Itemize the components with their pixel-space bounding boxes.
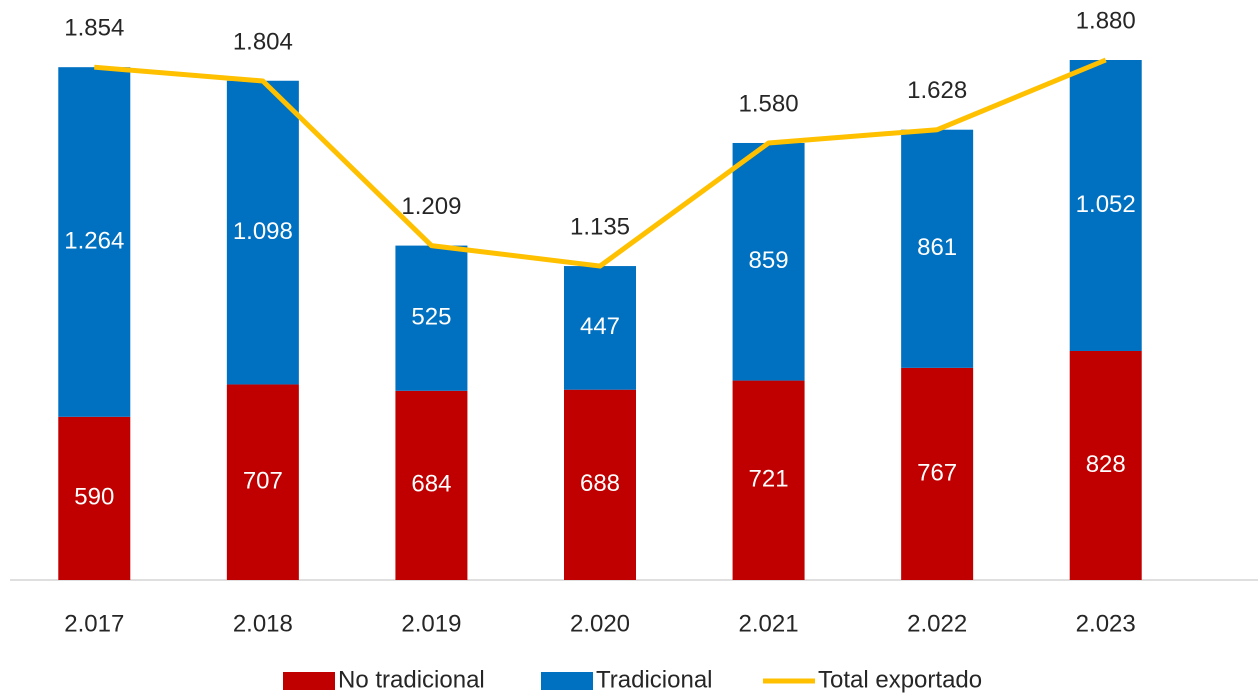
line-value-label: 1.854 — [64, 15, 124, 42]
bar-value-label: 767 — [917, 459, 957, 486]
bar-value-label: 828 — [1086, 451, 1126, 478]
bar-segment — [732, 380, 805, 580]
bar-value-label: 447 — [580, 313, 620, 340]
bar-value-label: 684 — [411, 471, 451, 498]
bar-segment — [58, 416, 131, 580]
x-tick-label: 2.023 — [1076, 610, 1136, 637]
line-value-label: 1.628 — [907, 77, 967, 104]
bar-segment — [564, 266, 636, 390]
legend-label: No tradicional — [338, 666, 485, 693]
x-tick-label: 2.022 — [907, 610, 967, 637]
bar-value-label: 688 — [580, 470, 620, 497]
bar-value-label: 590 — [74, 484, 114, 511]
x-tick-label: 2.017 — [64, 610, 124, 637]
line-value-label: 1.880 — [1076, 7, 1136, 34]
bar-segment — [564, 389, 636, 580]
bar-value-label: 859 — [749, 247, 789, 274]
line-value-label: 1.804 — [233, 28, 293, 55]
bar-value-label: 721 — [749, 466, 789, 493]
bar-value-label: 1.098 — [233, 218, 293, 245]
line-value-label: 1.135 — [570, 213, 630, 240]
bar-segment — [732, 142, 805, 381]
bar-value-label: 707 — [243, 468, 283, 495]
legend-swatch — [283, 672, 335, 690]
legend-swatch — [541, 672, 593, 690]
line-value-label: 1.580 — [739, 90, 799, 117]
bar-value-label: 1.264 — [64, 227, 124, 254]
bar-segment — [395, 245, 468, 391]
x-tick-label: 2.020 — [570, 610, 630, 637]
x-tick-label: 2.018 — [233, 610, 293, 637]
bar-segment — [226, 80, 299, 385]
bar-value-label: 525 — [411, 304, 451, 331]
bar-segment — [58, 67, 131, 417]
bar-segment — [1069, 350, 1142, 580]
x-tick-label: 2.021 — [739, 610, 799, 637]
bar-segment — [226, 384, 299, 580]
x-tick-label: 2.019 — [401, 610, 461, 637]
bar-segment — [1069, 60, 1142, 351]
bar-segment — [901, 129, 974, 368]
legend-label: Total exportado — [818, 666, 982, 693]
bar-segment — [901, 367, 974, 580]
line-value-label: 1.209 — [401, 193, 461, 220]
bar-value-label: 861 — [917, 234, 957, 261]
total-line — [94, 57, 1107, 269]
bar-segment — [395, 390, 468, 580]
bar-value-label: 1.052 — [1076, 191, 1136, 218]
legend-label: Tradicional — [596, 666, 713, 693]
